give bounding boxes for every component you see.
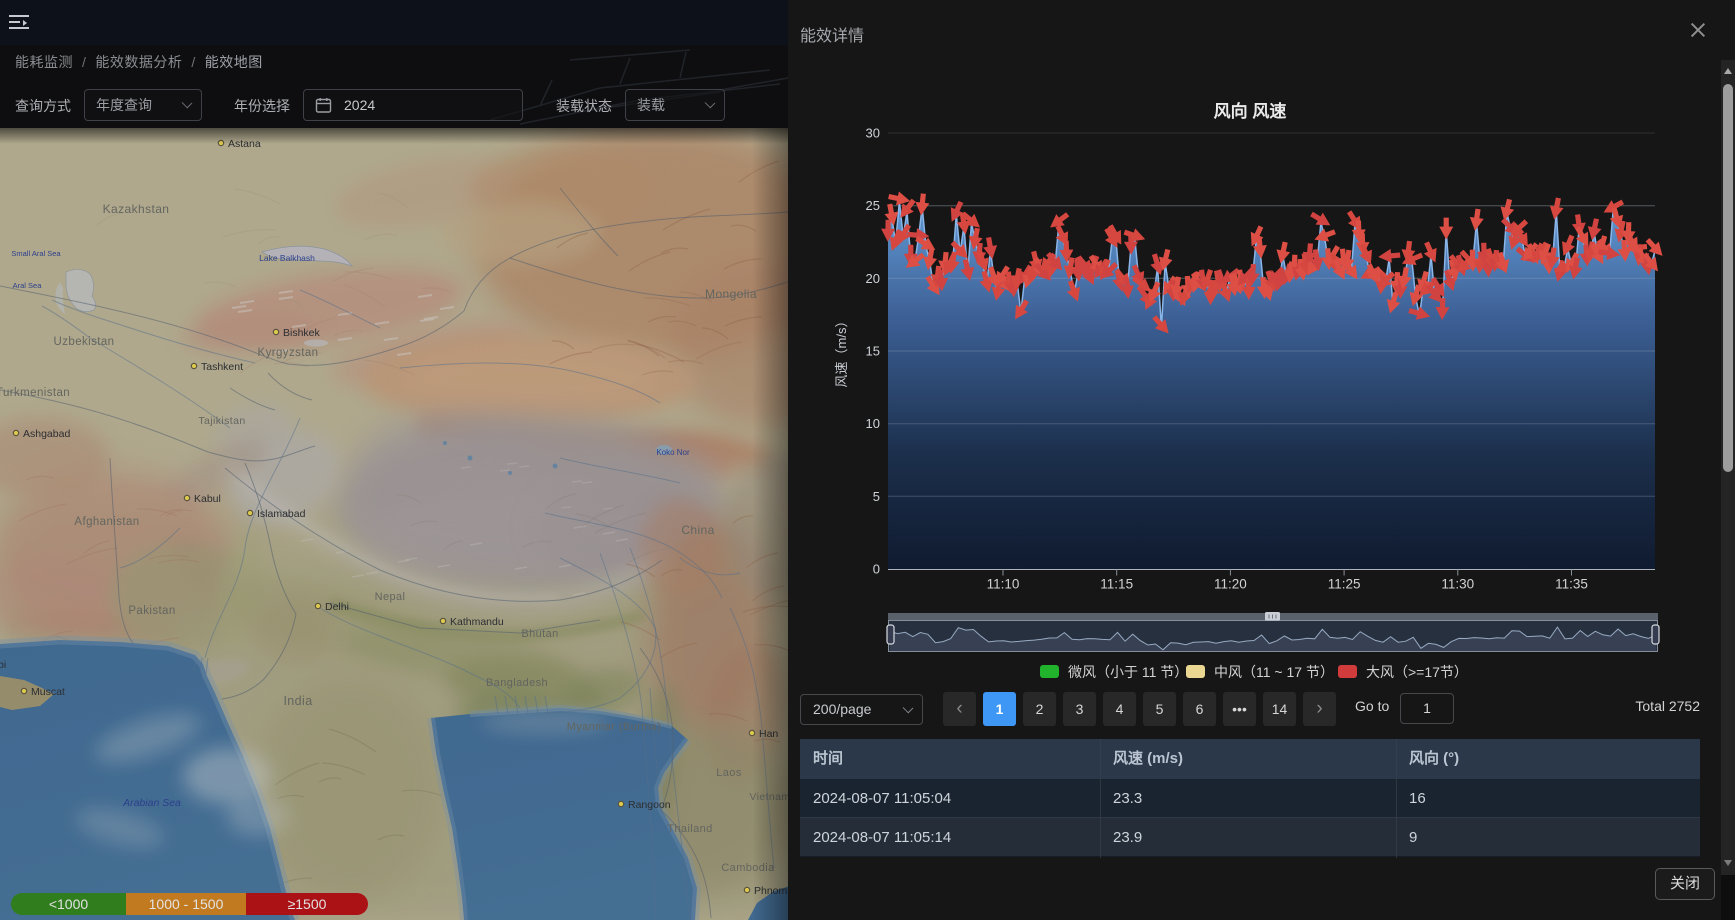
- svg-text:Kazakhstan: Kazakhstan: [103, 202, 170, 216]
- svg-text:Kabul: Kabul: [194, 493, 221, 505]
- svg-text:bi: bi: [0, 659, 6, 671]
- svg-text:Bangladesh: Bangladesh: [486, 677, 548, 689]
- svg-text:风速（m/s）: 风速（m/s）: [834, 315, 849, 388]
- svg-text:Delhi: Delhi: [325, 601, 349, 613]
- svg-text:11:15: 11:15: [1100, 577, 1133, 592]
- svg-text:Tajikistan: Tajikistan: [198, 415, 245, 427]
- svg-text:China: China: [681, 523, 714, 537]
- svg-text:Islamabad: Islamabad: [257, 508, 306, 520]
- svg-text:Small Aral Sea: Small Aral Sea: [11, 249, 61, 258]
- svg-text:11:20: 11:20: [1214, 577, 1247, 592]
- svg-text:0: 0: [873, 562, 880, 577]
- svg-text:20: 20: [866, 271, 880, 286]
- svg-text:Kyrgyzstan: Kyrgyzstan: [258, 347, 319, 359]
- svg-text:Arabian Sea: Arabian Sea: [122, 797, 181, 809]
- svg-text:11:10: 11:10: [987, 577, 1020, 592]
- svg-text:Nepal: Nepal: [375, 591, 406, 603]
- svg-text:Bhutan: Bhutan: [521, 628, 558, 640]
- svg-text:Ashgabad: Ashgabad: [23, 428, 70, 440]
- svg-text:Lake Balkhash: Lake Balkhash: [259, 253, 315, 263]
- svg-text:25: 25: [866, 198, 880, 213]
- svg-text:11:25: 11:25: [1328, 577, 1361, 592]
- svg-text:Muscat: Muscat: [31, 686, 65, 698]
- svg-text:India: India: [283, 694, 312, 708]
- svg-text:Kathmandu: Kathmandu: [450, 616, 504, 628]
- svg-text:Uzbekistan: Uzbekistan: [54, 336, 115, 348]
- svg-text:11:30: 11:30: [1441, 577, 1474, 592]
- svg-text:Thailand: Thailand: [667, 823, 712, 835]
- svg-text:30: 30: [866, 126, 880, 141]
- svg-text:Aral Sea: Aral Sea: [13, 281, 43, 290]
- svg-text:Koko Nor: Koko Nor: [656, 448, 690, 457]
- svg-text:Rangoon: Rangoon: [628, 799, 671, 811]
- svg-text:Afghanistan: Afghanistan: [74, 516, 139, 528]
- svg-text:11:35: 11:35: [1555, 577, 1588, 592]
- svg-text:Bishkek: Bishkek: [283, 327, 321, 339]
- svg-text:5: 5: [873, 489, 880, 504]
- svg-text:10: 10: [866, 416, 880, 431]
- svg-text:Myanmar (Burma): Myanmar (Burma): [567, 721, 662, 733]
- svg-text:Laos: Laos: [716, 767, 742, 779]
- svg-text:Pakistan: Pakistan: [128, 605, 175, 617]
- svg-text:Tashkent: Tashkent: [201, 361, 243, 373]
- svg-text:Turkmenistan: Turkmenistan: [0, 387, 70, 399]
- svg-text:15: 15: [866, 344, 880, 359]
- svg-text:Mongolia: Mongolia: [705, 287, 757, 301]
